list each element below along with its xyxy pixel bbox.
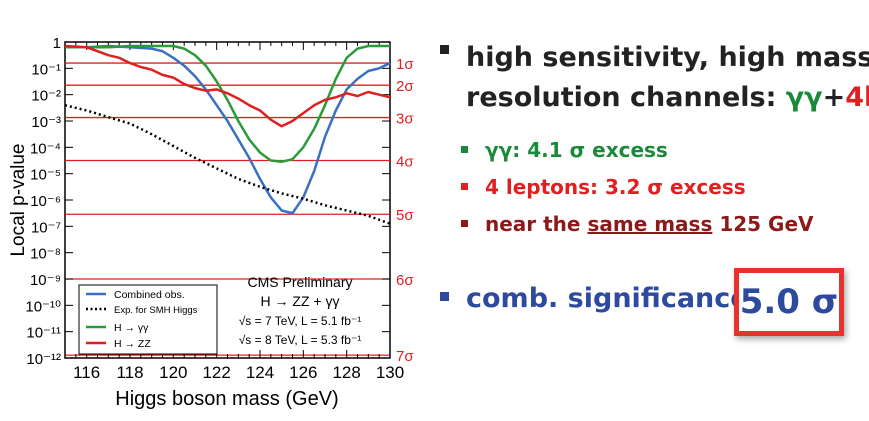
- sigma-label-5: 5σ: [396, 207, 414, 224]
- bullet-square-mass: [461, 220, 468, 227]
- sub-bullet-4l: 4 leptons: 3.2 σ excess: [485, 175, 746, 199]
- series-line-3: [65, 44, 390, 164]
- x-tick-label-120: 120: [159, 363, 187, 382]
- four-lepton-channel-text: 4l: [845, 82, 869, 113]
- bullet-square-gg: [461, 146, 468, 153]
- y-tick-label: 10⁻⁸: [30, 246, 61, 263]
- x-tick-label-116: 116: [73, 363, 100, 382]
- y-tick-label: 10⁻³: [31, 114, 61, 131]
- legend-label-zz: H → ZZ: [114, 338, 151, 350]
- sigma-label-1: 1σ: [396, 56, 414, 73]
- y-tick-label: 1: [53, 35, 61, 52]
- x-tick-label-124: 124: [246, 363, 274, 382]
- y-tick-label: 10⁻¹¹: [26, 325, 61, 342]
- x-axis-label: Higgs boson mass (GeV): [115, 388, 338, 410]
- y-tick-label: 10⁻¹²: [26, 351, 61, 368]
- y-axis-label: Local p-value: [8, 143, 29, 256]
- sigma-label-3: 3σ: [396, 111, 414, 128]
- x-tick-label-126: 126: [289, 363, 317, 382]
- annotation-lumi-7tev: √s = 7 TeV, L = 5.1 fb⁻¹: [239, 314, 362, 328]
- y-tick-label: 10⁻¹⁰: [25, 298, 61, 315]
- series-line-1: [65, 44, 391, 215]
- significance-box: 5.0 σ: [734, 268, 844, 336]
- series-line-4: [64, 44, 391, 128]
- legend-label-combined: Combined obs.: [114, 289, 185, 301]
- bullet-sensitivity: high sensitivity, high mass resolution c…: [466, 38, 869, 118]
- x-axis-ticks: 116 118 120 122 124 126 128 130: [64, 42, 404, 382]
- y-tick-label: 10⁻⁴: [30, 140, 61, 157]
- legend-label-gg: H → γγ: [114, 322, 149, 334]
- series-lines: [64, 44, 391, 225]
- x-tick-label-118: 118: [116, 363, 143, 382]
- same-mass-underlined: same mass: [587, 212, 713, 236]
- bullet-square-1: [440, 45, 449, 54]
- x-tick-label-128: 128: [332, 363, 360, 382]
- annotation-experiment: CMS Preliminary: [247, 274, 352, 290]
- y-tick-label: 10⁻⁵: [30, 167, 61, 184]
- sub-bullet-mass: near the same mass 125 GeV: [485, 212, 814, 236]
- annotation-lumi-8tev: √s = 8 TeV, L = 5.3 fb⁻¹: [239, 333, 362, 347]
- sigma-label-6: 6σ: [396, 272, 414, 289]
- y-tick-label: 10⁻⁷: [31, 219, 61, 236]
- sigma-label-7: 7σ: [396, 348, 414, 365]
- y-tick-label: 10⁻²: [31, 88, 61, 105]
- sub-bullet-gg: γγ: 4.1 σ excess: [485, 138, 668, 162]
- sigma-lines: 1σ 2σ 3σ 4σ 5σ 6σ 7σ: [65, 56, 414, 365]
- x-tick-label-130: 130: [376, 363, 404, 382]
- bullet-sensitivity-prefix: resolution channels:: [466, 82, 786, 113]
- annotation-channel: H → ZZ + γγ: [261, 293, 340, 309]
- legend: Combined obs. Exp. for SMH Higgs H → γγ …: [78, 284, 218, 355]
- cms-annotation: CMS Preliminary H → ZZ + γγ √s = 7 TeV, …: [239, 274, 362, 347]
- bullet-square-4l: [461, 183, 468, 190]
- gg-channel-text: γγ: [785, 82, 823, 113]
- y-tick-label: 10⁻⁹: [30, 272, 61, 289]
- bullet-square-comb: [440, 292, 449, 301]
- sigma-label-4: 4σ: [396, 154, 414, 171]
- significance-value: 5.0 σ: [739, 282, 839, 322]
- plus-sign: +: [822, 82, 846, 113]
- y-tick-label: 10⁻¹: [31, 61, 61, 78]
- comb-significance-label: comb. significance:: [466, 283, 760, 314]
- mass-suffix: 125 GeV: [712, 212, 814, 236]
- x-tick-label-122: 122: [202, 363, 230, 382]
- sigma-label-2: 2σ: [396, 78, 414, 95]
- y-axis-ticks: 1 10⁻¹ 10⁻² 10⁻³ 10⁻⁴ 10⁻⁵ 10⁻⁶ 10⁻⁷ 10⁻⁸ 10⁻⁹ 10⁻…: [25, 35, 390, 368]
- bullet-sensitivity-line1: high sensitivity, high mass: [466, 42, 869, 73]
- bullet-sensitivity-line2: resolution channels: γγ+4l: [466, 78, 869, 118]
- series-line-2: [64, 103, 391, 225]
- mass-prefix: near the: [485, 212, 588, 236]
- legend-label-expected: Exp. for SMH Higgs: [114, 305, 198, 316]
- y-tick-label: 10⁻⁶: [30, 193, 61, 210]
